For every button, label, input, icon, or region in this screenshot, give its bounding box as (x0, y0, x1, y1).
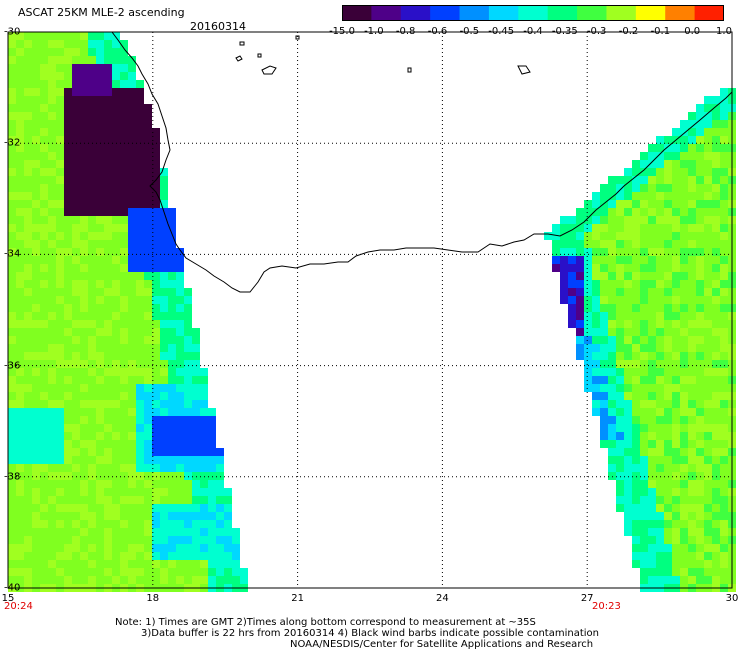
latitude-label: -30 (4, 26, 21, 38)
colorbar-segment (635, 5, 666, 21)
latitude-label: -38 (4, 471, 21, 483)
map-date: 20160314 (190, 20, 246, 33)
note-line-1: Note: 1) Times are GMT 2)Times along bot… (115, 617, 536, 628)
colorbar-segment (518, 5, 549, 21)
colorbar (342, 5, 724, 21)
latitude-label: -32 (4, 137, 21, 149)
right-swath-time: 20:23 (592, 601, 621, 612)
plot-frame (7, 31, 733, 589)
latitude-label: -36 (4, 360, 21, 372)
longitude-label: 21 (291, 593, 304, 604)
colorbar-segment (459, 5, 490, 21)
colorbar-segment (577, 5, 607, 21)
colorbar-segment (430, 5, 461, 21)
islands (235, 35, 531, 75)
colorbar-segment (400, 5, 431, 21)
colorbar-segment (371, 5, 402, 21)
grid-lines (7, 31, 733, 589)
coastline (111, 31, 733, 293)
colorbar-segment (342, 5, 372, 21)
colorbar-segment (665, 5, 696, 21)
left-swath-time: 20:24 (4, 601, 33, 612)
colorbar-segment (547, 5, 578, 21)
colorbar-segment (488, 5, 519, 21)
map-title: ASCAT 25KM MLE-2 ascending (18, 6, 185, 19)
longitude-label: 18 (146, 593, 160, 604)
note-line-3: NOAA/NESDIS/Center for Satellite Applica… (290, 639, 594, 650)
latitude-label: -34 (4, 248, 21, 260)
right-swath (544, 88, 736, 592)
longitude-label: 30 (725, 593, 739, 604)
colorbar-segment (606, 5, 637, 21)
note-line-2: 3)Data buffer is 22 hrs from 20160314 4)… (141, 628, 599, 639)
longitude-label: 15 (1, 593, 15, 604)
latitude-label: -40 (4, 582, 21, 594)
longitude-label: 27 (580, 593, 594, 604)
left-swath (8, 32, 248, 592)
longitude-label: 24 (436, 593, 449, 604)
colorbar-segment (694, 5, 724, 21)
